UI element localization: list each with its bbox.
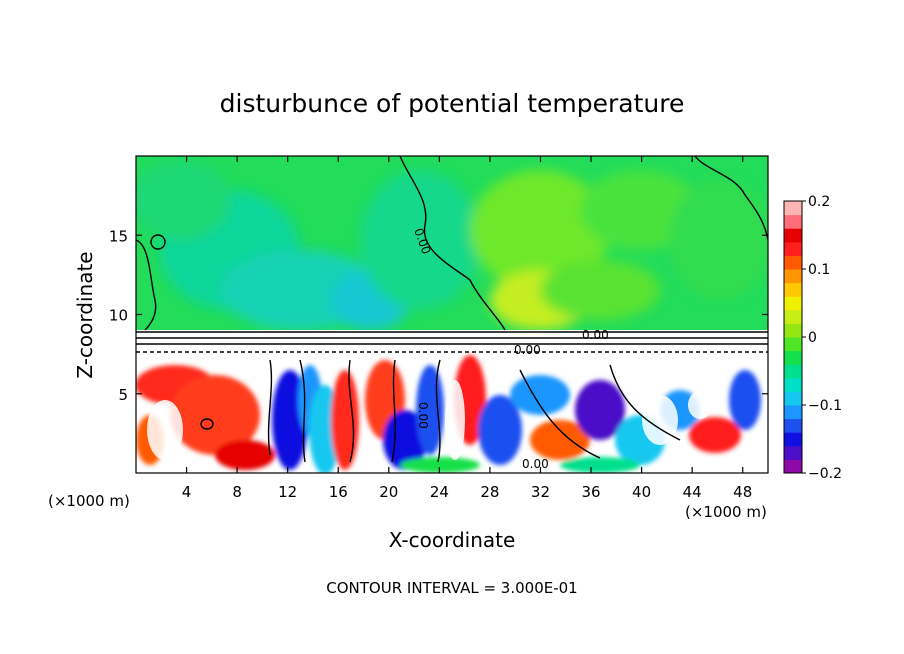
colorbar-swatch — [784, 459, 802, 474]
colorbar-swatch — [784, 418, 802, 433]
contour-label: 0.00 — [416, 402, 430, 429]
x-tick-label: 40 — [632, 483, 651, 501]
plot-area — [136, 156, 768, 473]
contour-label: 0.00 — [522, 457, 549, 471]
contour-label: 0.00 — [514, 343, 541, 357]
colorbar-swatch — [784, 255, 802, 270]
colorbar-swatch — [784, 296, 802, 311]
colorbar-swatch — [784, 201, 802, 216]
colorbar-swatch — [784, 350, 802, 365]
colorbar-tick-label: 0.2 — [808, 194, 830, 210]
colorbar-tick-label: 0.1 — [808, 262, 830, 278]
x-tick-label: 48 — [733, 483, 752, 501]
x-tick-label: 4 — [182, 483, 192, 501]
x-tick-label: 20 — [379, 483, 398, 501]
colorbar-tick-label: 0 — [808, 330, 817, 346]
x-tick-label: 8 — [232, 483, 242, 501]
lower-layer-blobs — [136, 355, 761, 473]
x-tick-label: 16 — [329, 483, 348, 501]
colorbar-swatch — [784, 432, 802, 447]
colorbar-swatch — [784, 214, 802, 229]
contour-label-group: 0.00 0.00 0.00 0.00 0.00 — [411, 226, 609, 471]
x-tick-label: 24 — [430, 483, 449, 501]
chart-title: disturbunce of potential temperature — [220, 89, 685, 118]
colorbar-swatch — [784, 405, 802, 420]
upper-layer-blobs — [136, 160, 768, 330]
colorbar-swatch — [784, 282, 802, 297]
x-unit-left: (×1000 m) — [48, 492, 130, 510]
x-tick-label: 28 — [480, 483, 499, 501]
x-axis-title: X-coordinate — [389, 528, 516, 552]
y-tick-label: 15 — [109, 227, 128, 245]
lower-layer-white-cells — [147, 380, 712, 460]
y-axis-title: Z-coordinate — [73, 251, 97, 378]
colorbar-swatch — [784, 309, 802, 324]
colorbar-tick-label: −0.1 — [808, 398, 842, 414]
y-tick-label: 10 — [109, 307, 128, 325]
colorbar-swatch — [784, 269, 802, 284]
colorbar: 0.2 0.1 0 −0.1 −0.2 — [783, 194, 842, 482]
y-tick-label: 5 — [118, 386, 128, 404]
y-axis: 5 10 15 — [109, 227, 768, 404]
colorbar-swatch — [784, 323, 802, 338]
contour-interval-note: CONTOUR INTERVAL = 3.000E-01 — [326, 579, 577, 597]
colorbar-swatch — [784, 364, 802, 379]
x-tick-label: 36 — [581, 483, 600, 501]
colorbar-swatch — [784, 228, 802, 243]
colorbar-swatch — [784, 377, 802, 392]
x-tick-label: 12 — [278, 483, 297, 501]
contour-label: 0.00 — [582, 328, 609, 342]
colorbar-tick-label: −0.2 — [808, 466, 842, 482]
x-unit-right: (×1000 m) — [685, 503, 767, 521]
x-tick-label: 32 — [531, 483, 550, 501]
contour-lines — [136, 156, 768, 463]
x-tick-label: 44 — [683, 483, 702, 501]
colorbar-swatch — [784, 445, 802, 460]
colorbar-swatch — [784, 337, 802, 352]
colorbar-swatch — [784, 241, 802, 256]
x-axis: 4 8 12 16 20 24 28 32 36 40 44 48 — [182, 156, 752, 501]
colorbar-swatch — [784, 391, 802, 406]
